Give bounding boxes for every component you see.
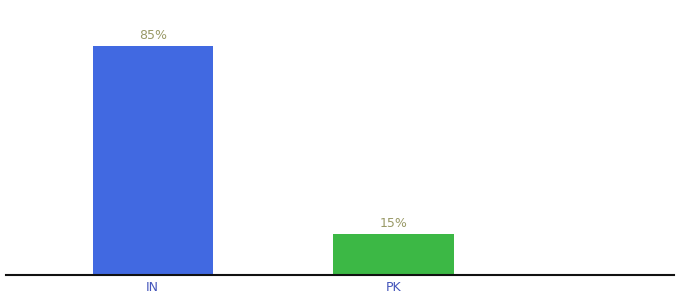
Bar xyxy=(333,234,454,274)
Text: 85%: 85% xyxy=(139,29,167,42)
Bar xyxy=(92,46,213,274)
Text: 15%: 15% xyxy=(379,217,407,230)
